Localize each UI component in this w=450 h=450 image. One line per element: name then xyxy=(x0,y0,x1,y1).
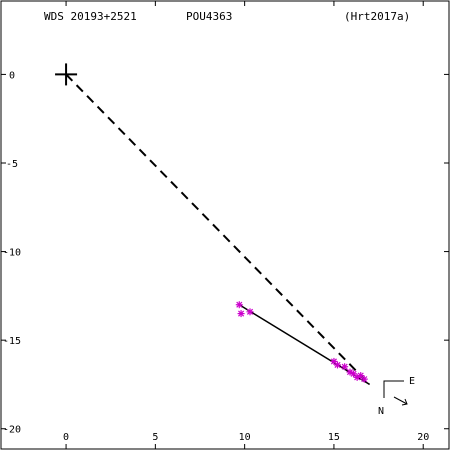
orientation-compass: E N xyxy=(378,376,415,417)
y-tick-label: -5 xyxy=(6,159,18,170)
orbit-track-line xyxy=(238,304,371,386)
asterisk-stroke xyxy=(341,363,348,370)
observation-points xyxy=(235,301,368,383)
asterisk-stroke xyxy=(350,370,357,377)
x-tick-label: 5 xyxy=(152,432,158,443)
compass-axes xyxy=(383,380,404,398)
compass-north-label: N xyxy=(378,406,384,417)
asterisk-stroke xyxy=(246,308,254,315)
asterisk-stroke xyxy=(361,376,368,383)
orbit-reference-label: (Hrt2017a) xyxy=(344,10,410,23)
primary-star-marker xyxy=(55,63,78,86)
asterisk-stroke xyxy=(330,358,337,365)
observation-asterisk xyxy=(360,375,368,383)
y-tick-label: -20 xyxy=(3,425,21,436)
observation-asterisk xyxy=(341,363,349,371)
y-tick-label: -10 xyxy=(3,248,21,259)
asterisk-stroke xyxy=(357,372,364,379)
x-tick-label: 10 xyxy=(239,432,251,443)
motion-arrow-head xyxy=(401,398,408,406)
observation-asterisk xyxy=(235,301,243,309)
y-tick-label: -15 xyxy=(3,336,21,347)
observation-asterisk xyxy=(237,310,245,318)
discoverer-label: POU4363 xyxy=(186,10,232,23)
observation-asterisk xyxy=(246,308,254,316)
asterisk-stroke xyxy=(334,361,341,369)
motion-direction-arrow xyxy=(393,396,408,405)
observation-asterisk xyxy=(334,361,341,369)
asterisk-stroke xyxy=(238,310,245,317)
x-tick-label: 0 xyxy=(63,432,69,443)
x-tick-label: 15 xyxy=(328,432,340,443)
orbit-lines xyxy=(65,73,371,386)
asterisk-stroke xyxy=(346,368,354,376)
wds-id-label: WDS 20193+2521 xyxy=(44,10,137,23)
compass-east-label: E xyxy=(409,376,415,387)
asterisk-stroke xyxy=(236,301,243,308)
x-tick-label: 20 xyxy=(417,432,429,443)
y-tick-label: 0 xyxy=(9,70,15,81)
primary-to-companion-dashed-line xyxy=(65,73,366,380)
